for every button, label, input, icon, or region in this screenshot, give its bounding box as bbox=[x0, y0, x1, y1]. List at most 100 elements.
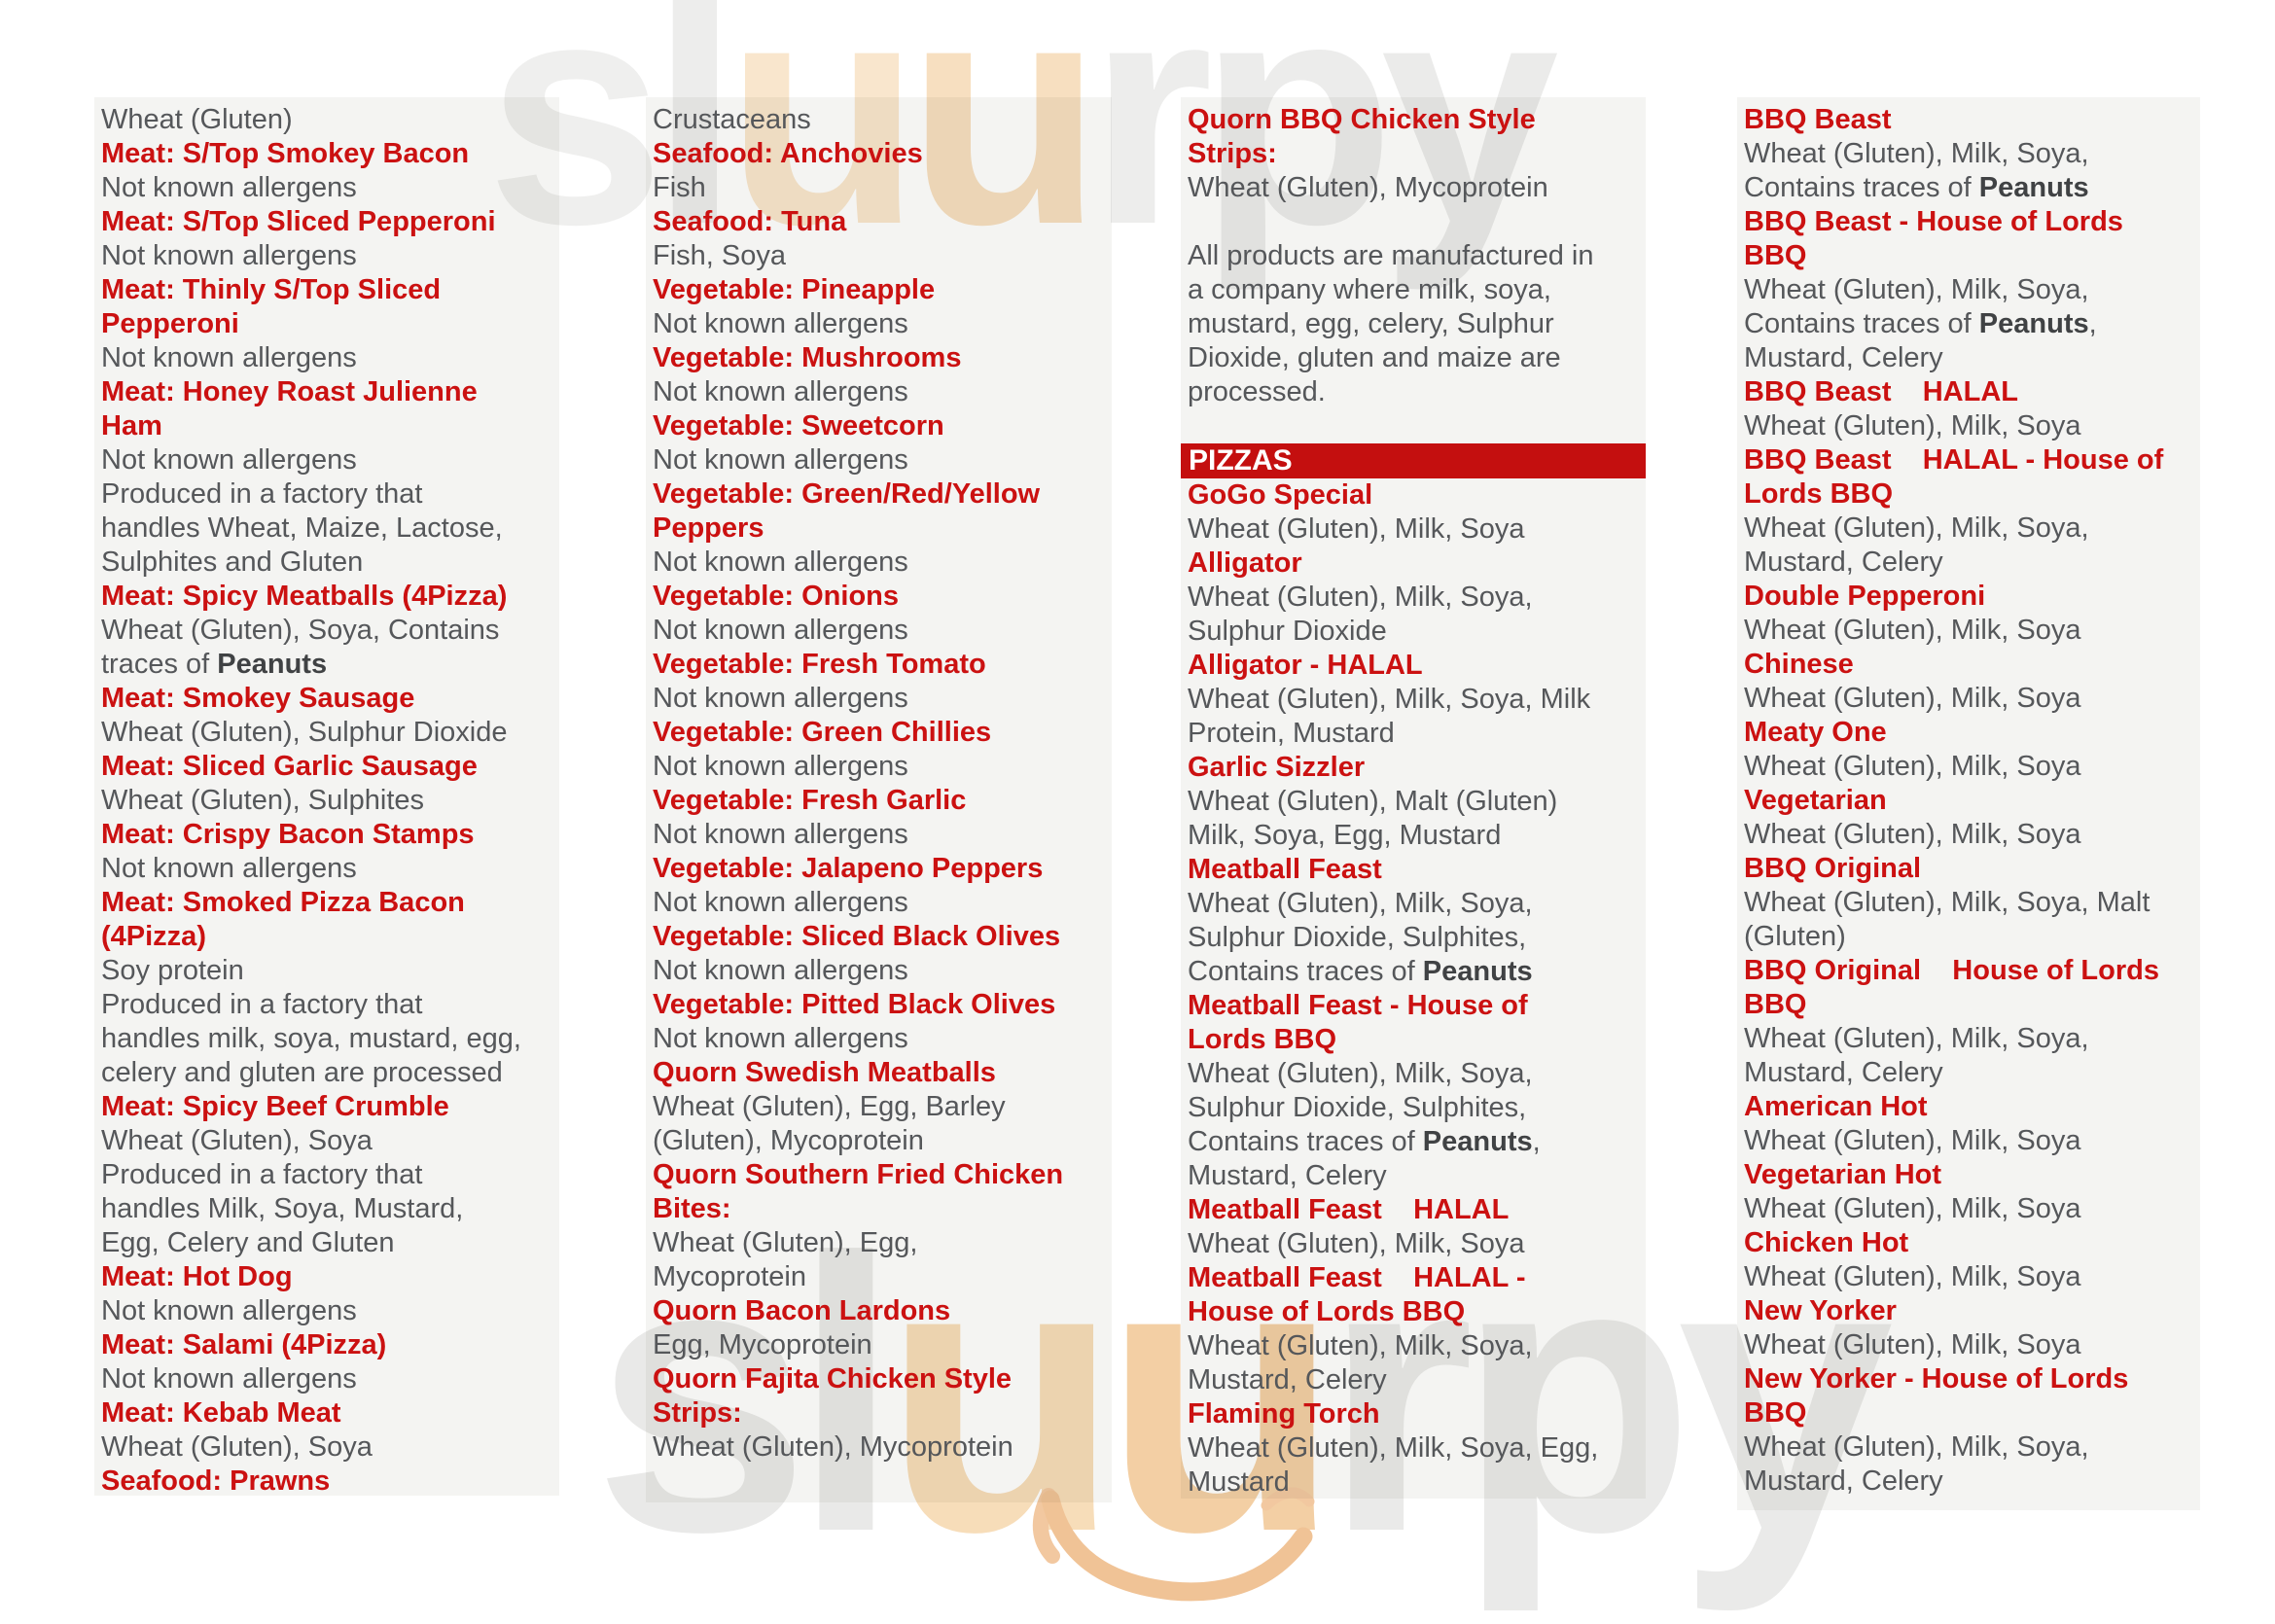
item-name-heading: Bites: bbox=[653, 1193, 731, 1224]
blank-line bbox=[1188, 205, 1639, 239]
item-name-heading: American Hot bbox=[1744, 1091, 1928, 1122]
item-name-heading: Meat: Smokey Sausage bbox=[101, 683, 415, 714]
allergen-info-line: Not known allergens bbox=[653, 887, 908, 918]
allergen-info-line: Not known allergens bbox=[653, 683, 908, 714]
item-name-heading: Meat: Honey Roast Julienne bbox=[101, 376, 478, 407]
allergen-info-line: (Gluten) bbox=[1744, 921, 1846, 952]
allergen-info-line: Wheat (Gluten), Mycoprotein bbox=[1188, 172, 1548, 203]
allergen-text-run: , bbox=[1532, 1126, 1541, 1157]
item-name-heading: Meat: Smoked Pizza Bacon bbox=[101, 887, 465, 918]
allergen-bold-text: Peanuts bbox=[1422, 1126, 1533, 1157]
allergen-info-line: Wheat (Gluten), Milk, Soya bbox=[1744, 615, 2081, 646]
item-name-heading: BBQ bbox=[1744, 240, 1807, 271]
item-name-heading: GoGo Special bbox=[1188, 479, 1373, 511]
item-name-heading: Vegetable: Mushrooms bbox=[653, 342, 962, 373]
item-name-heading: Vegetarian Hot bbox=[1744, 1159, 1942, 1190]
allergen-info-line: Produced in a factory that bbox=[101, 478, 423, 510]
item-name-heading: Pepperoni bbox=[101, 308, 239, 339]
allergen-info-line: Not known allergens bbox=[653, 444, 908, 476]
allergen-info-line: Mustard, Celery bbox=[1744, 1057, 1943, 1088]
allergen-info-line: Sulphites and Gluten bbox=[101, 547, 364, 578]
item-name-heading: Meat: Crispy Bacon Stamps bbox=[101, 819, 475, 850]
item-name-heading: Vegetable: Pineapple bbox=[653, 274, 936, 305]
item-name-heading: Vegetable: Sweetcorn bbox=[653, 410, 944, 441]
item-name-heading: Chinese bbox=[1744, 649, 1854, 680]
item-name-heading: Garlic Sizzler bbox=[1188, 752, 1366, 783]
allergen-info-line: Not known allergens bbox=[101, 1363, 357, 1395]
allergen-info-line: Wheat (Gluten), Milk, Soya, bbox=[1188, 1058, 1533, 1089]
item-name-heading: BBQ bbox=[1744, 989, 1807, 1020]
item-name-heading: Flaming Torch bbox=[1188, 1398, 1380, 1430]
allergen-info-line: handles milk, soya, mustard, egg, bbox=[101, 1023, 521, 1054]
item-name-heading: Quorn Bacon Lardons bbox=[653, 1295, 951, 1326]
item-name-heading: Meat: Spicy Meatballs (4Pizza) bbox=[101, 581, 508, 612]
allergen-text-run: traces of bbox=[101, 649, 218, 680]
item-name-heading: House of Lords BBQ bbox=[1188, 1296, 1466, 1327]
allergen-info-line: Wheat (Gluten), Sulphites bbox=[101, 785, 425, 816]
item-name-heading: Chicken Hot bbox=[1744, 1227, 1909, 1258]
item-name-heading: BBQ Beast HALAL bbox=[1744, 376, 2018, 407]
allergen-info-line: Fish, Soya bbox=[653, 240, 786, 271]
allergen-info-line: Wheat (Gluten), Soya bbox=[101, 1431, 373, 1463]
allergen-info-line: Wheat (Gluten), Milk, Soya bbox=[1188, 1228, 1525, 1259]
allergen-bold-text: Peanuts bbox=[1978, 172, 2089, 203]
allergen-info-line: celery and gluten are processed bbox=[101, 1057, 503, 1088]
blank-line bbox=[1188, 409, 1639, 443]
allergen-info-line: Not known allergens bbox=[101, 853, 357, 884]
allergen-info-line: Wheat (Gluten), Milk, Soya bbox=[1744, 1329, 2081, 1360]
allergen-info-line: Fish bbox=[653, 172, 706, 203]
item-name-heading: Quorn Fajita Chicken Style bbox=[653, 1363, 1013, 1395]
allergen-info-line: Wheat (Gluten), Egg, bbox=[653, 1227, 918, 1258]
item-name-heading: Quorn BBQ Chicken Style bbox=[1188, 104, 1536, 135]
allergen-text-run: Contains traces of bbox=[1188, 1126, 1423, 1157]
allergen-column-1: Wheat (Gluten) Meat: S/Top Smokey Bacon No… bbox=[94, 97, 559, 1497]
allergen-info-line: Not known allergens bbox=[653, 955, 908, 986]
item-name-heading: BBQ bbox=[1744, 1397, 1807, 1429]
allergen-info-line: mustard, egg, celery, Sulphur bbox=[1188, 308, 1554, 339]
allergen-text-run: , bbox=[2088, 308, 2097, 339]
item-name-heading: Lords BBQ bbox=[1188, 1024, 1337, 1055]
allergen-info-line: Wheat (Gluten), Milk, Soya bbox=[1744, 683, 2081, 714]
allergen-info-line: Not known allergens bbox=[101, 444, 357, 476]
allergen-info-line: Wheat (Gluten), Milk, Soya, bbox=[1744, 274, 2089, 305]
allergen-column-2: Crustaceans Seafood: Anchovies Fish Seafood… bbox=[646, 97, 1112, 1502]
item-name-heading: Meaty One bbox=[1744, 717, 1887, 748]
item-name-heading: BBQ Beast - House of Lords bbox=[1744, 206, 2123, 237]
allergen-info-line: Contains traces of Peanuts bbox=[1188, 955, 1639, 989]
allergen-info-line: Dioxide, gluten and maize are bbox=[1188, 342, 1561, 373]
allergen-info-line: Contains traces of Peanuts, bbox=[1188, 1125, 1639, 1159]
allergen-info-line: (Gluten), Mycoprotein bbox=[653, 1125, 924, 1156]
item-name-heading: Meat: Hot Dog bbox=[101, 1261, 293, 1292]
allergen-info-line: Mustard, Celery bbox=[1744, 1465, 1943, 1497]
item-name-heading: Meat: Spicy Beef Crumble bbox=[101, 1091, 449, 1122]
item-name-heading: Quorn Swedish Meatballs bbox=[653, 1057, 996, 1088]
allergen-info-line: Not known allergens bbox=[101, 240, 357, 271]
item-name-heading: Vegetable: Pitted Black Olives bbox=[653, 989, 1056, 1020]
allergen-info-line: Mustard bbox=[1188, 1466, 1290, 1498]
allergen-info-line: Not known allergens bbox=[653, 751, 908, 782]
item-name-heading: New Yorker bbox=[1744, 1295, 1897, 1326]
allergen-info-line: Wheat (Gluten), Milk, Soya bbox=[1744, 1125, 2081, 1156]
allergen-info-line: Wheat (Gluten), Milk, Soya, Egg, bbox=[1188, 1432, 1599, 1464]
item-name-heading: Double Pepperoni bbox=[1744, 581, 1986, 612]
allergen-info-line: Mustard, Celery bbox=[1744, 342, 1943, 373]
allergen-info-line: Protein, Mustard bbox=[1188, 718, 1395, 749]
allergen-info-line: Wheat (Gluten), Milk, Soya bbox=[1188, 513, 1525, 545]
allergen-text-run: Contains traces of bbox=[1744, 172, 1979, 203]
allergen-info-line: Sulphur Dioxide bbox=[1188, 616, 1387, 647]
allergen-column-3: Quorn BBQ Chicken Style Strips: Wheat (Glu… bbox=[1181, 97, 1646, 1499]
item-name-heading: Meatball Feast bbox=[1188, 854, 1382, 885]
allergen-info-line: Soy protein bbox=[101, 955, 244, 986]
item-name-heading: Strips: bbox=[653, 1397, 742, 1429]
allergen-info-line: Crustaceans bbox=[653, 104, 811, 135]
allergen-info-line: Wheat (Gluten), Milk, Soya, bbox=[1744, 1023, 2089, 1054]
allergen-info-line: Mustard, Celery bbox=[1744, 547, 1943, 578]
item-name-heading: BBQ Original bbox=[1744, 853, 1922, 884]
allergen-info-line: Not known allergens bbox=[653, 308, 908, 339]
allergen-info-line: Wheat (Gluten), Egg, Barley bbox=[653, 1091, 1006, 1122]
allergen-info-line: Sulphur Dioxide, Sulphites, bbox=[1188, 922, 1527, 953]
allergen-column-4: BBQ Beast Wheat (Gluten), Milk, Soya, Cont… bbox=[1737, 97, 2200, 1510]
allergen-info-line: Mycoprotein bbox=[653, 1261, 806, 1292]
item-name-heading: Meatball Feast HALAL bbox=[1188, 1194, 1510, 1225]
